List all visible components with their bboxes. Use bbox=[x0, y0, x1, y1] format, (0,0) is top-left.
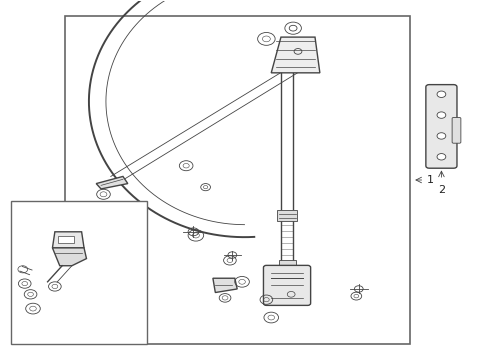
Polygon shape bbox=[212, 278, 237, 293]
FancyBboxPatch shape bbox=[263, 265, 310, 305]
Text: 1: 1 bbox=[426, 175, 433, 185]
Bar bbox=[64, 16, 409, 344]
Circle shape bbox=[436, 133, 445, 139]
Bar bbox=[58, 236, 74, 243]
Bar bbox=[277, 210, 296, 221]
FancyBboxPatch shape bbox=[451, 117, 460, 143]
Bar bbox=[278, 260, 295, 267]
Circle shape bbox=[436, 112, 445, 118]
Text: 2: 2 bbox=[437, 185, 444, 195]
FancyBboxPatch shape bbox=[425, 85, 456, 168]
Polygon shape bbox=[271, 37, 319, 73]
Polygon shape bbox=[52, 248, 86, 266]
Circle shape bbox=[436, 91, 445, 98]
Bar bbox=[11, 202, 147, 344]
Polygon shape bbox=[52, 232, 84, 248]
Text: 3: 3 bbox=[125, 245, 132, 255]
Polygon shape bbox=[96, 176, 127, 189]
Circle shape bbox=[436, 154, 445, 160]
